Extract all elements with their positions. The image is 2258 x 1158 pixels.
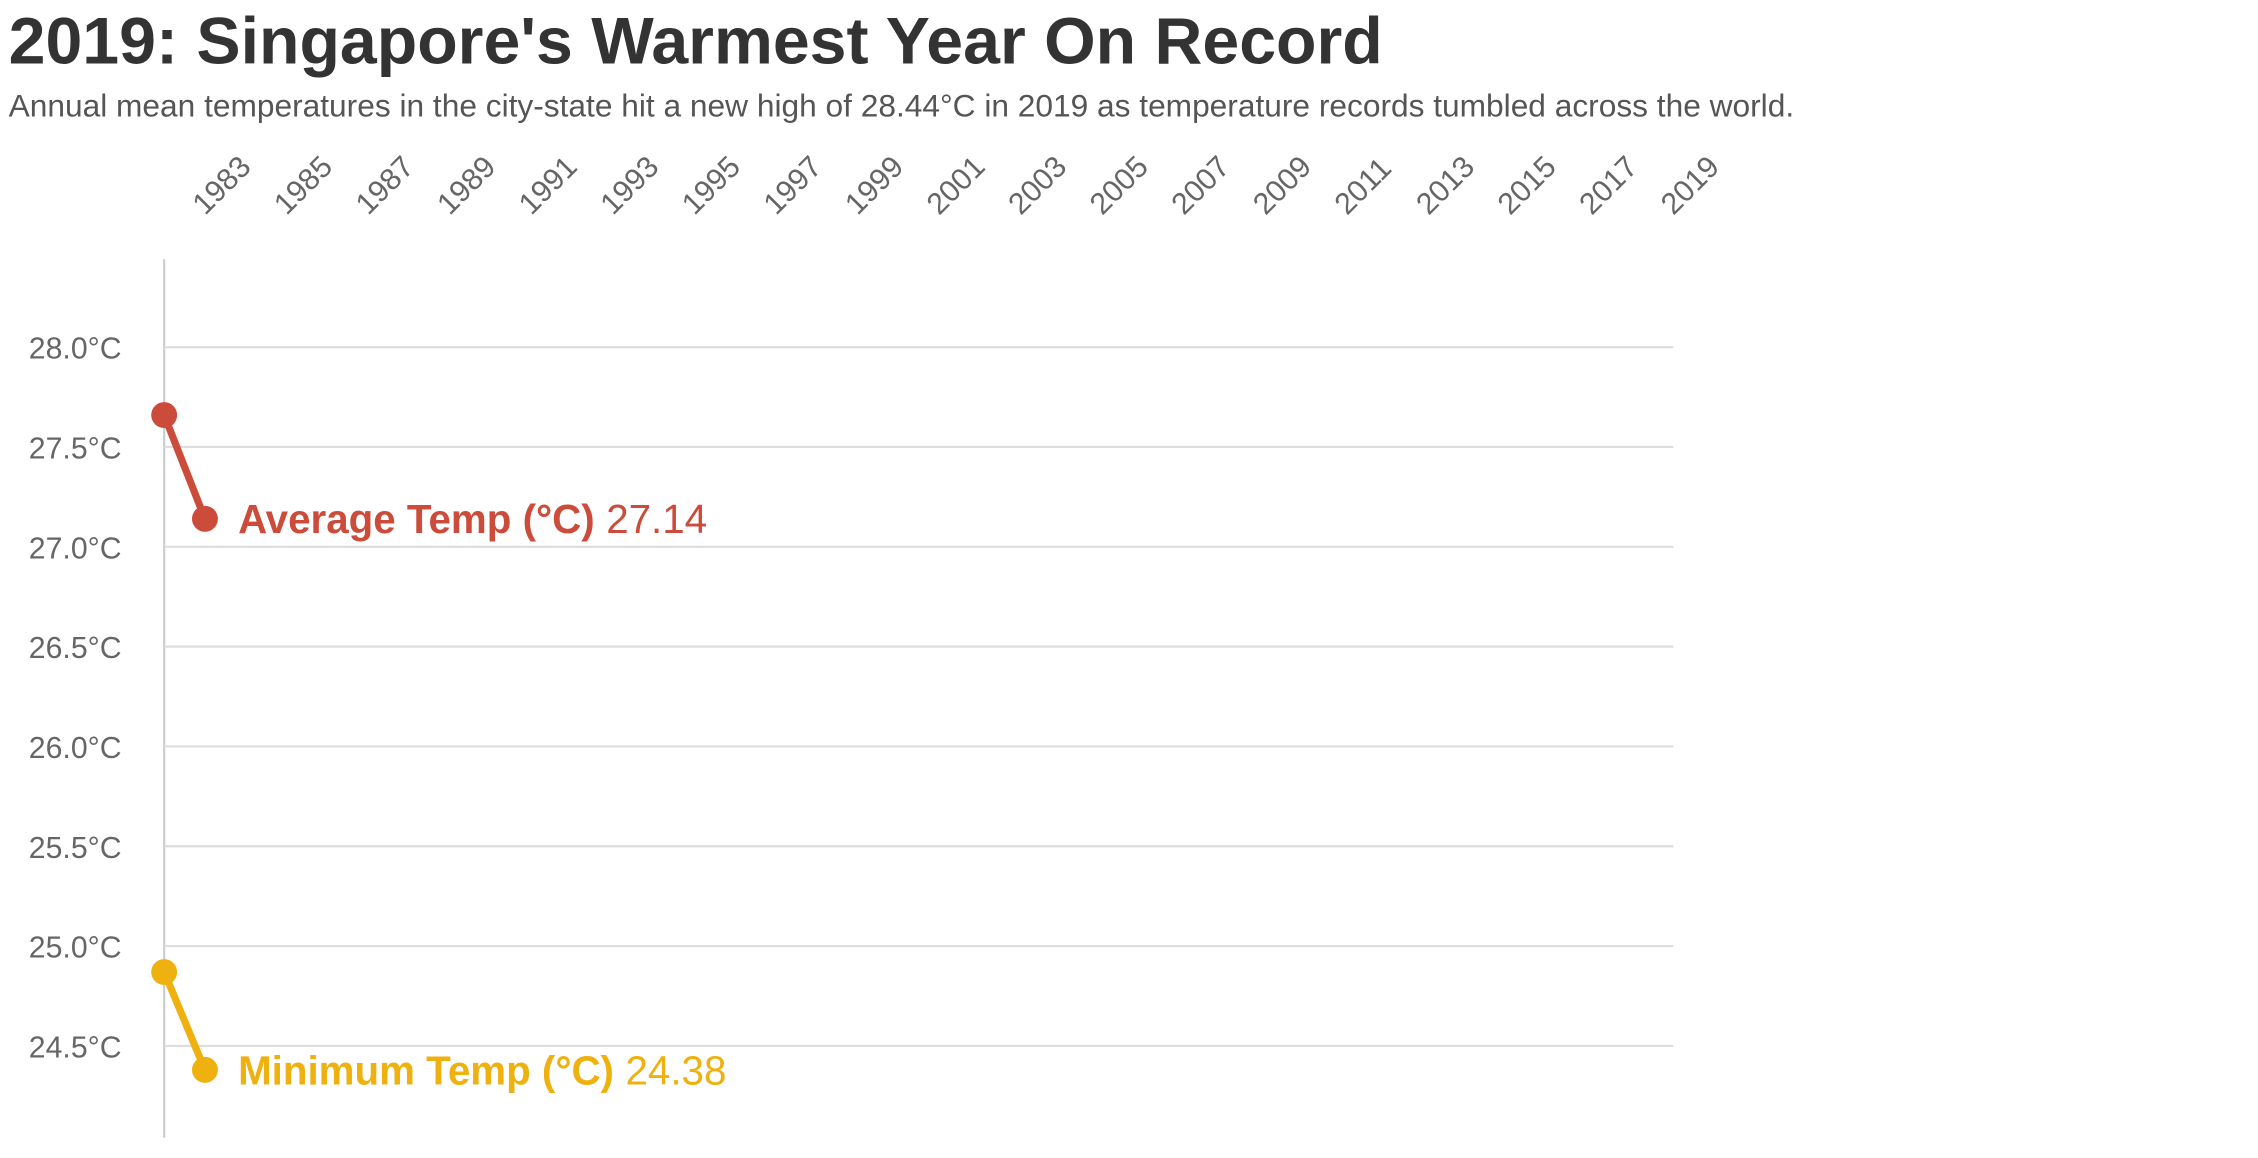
y-tick-label: 25.5°C bbox=[29, 832, 122, 865]
legend-label: Minimum Temp (°C) bbox=[238, 1047, 614, 1093]
x-tick-label: 2007 bbox=[1165, 150, 1236, 221]
x-tick-label: 2013 bbox=[1410, 150, 1481, 221]
end-label: Average Temp (°C) 27.14 bbox=[238, 496, 707, 542]
x-tick-label: 2015 bbox=[1492, 150, 1563, 221]
y-tick-label: 25.0°C bbox=[29, 932, 122, 965]
chart-subtitle: Annual mean temperatures in the city-sta… bbox=[9, 88, 1795, 124]
x-tick-label: 2017 bbox=[1573, 150, 1644, 221]
x-tick-label: 1995 bbox=[676, 150, 747, 221]
series-line bbox=[160, 413, 209, 521]
x-tick-label: 2009 bbox=[1247, 150, 1318, 221]
x-tick-label: 1987 bbox=[350, 150, 421, 221]
x-tick-label: 2011 bbox=[1329, 152, 1398, 221]
chart-title: 2019: Singapore's Warmest Year On Record bbox=[9, 4, 1383, 78]
x-tick-label: 2005 bbox=[1084, 150, 1155, 221]
x-tick-label: 1997 bbox=[758, 150, 829, 221]
end-label: Minimum Temp (°C) 24.38 bbox=[238, 1047, 726, 1093]
x-tick-label: 1989 bbox=[431, 150, 502, 221]
x-tick-label: 1985 bbox=[268, 150, 339, 221]
y-tick-label: 28.0°C bbox=[29, 333, 122, 366]
y-tick-label: 27.0°C bbox=[29, 532, 122, 565]
x-tick-label: 2001 bbox=[921, 150, 992, 221]
point bbox=[191, 1056, 218, 1083]
data-label: 24.38 bbox=[626, 1047, 727, 1093]
x-tick-label: 2003 bbox=[1002, 150, 1073, 221]
legend-label: Average Temp (°C) bbox=[238, 496, 595, 542]
data-label: 27.14 bbox=[606, 496, 707, 542]
x-tick-label: 1983 bbox=[187, 150, 258, 221]
y-tick-label: 24.5°C bbox=[29, 1031, 122, 1064]
y-tick-label: 26.0°C bbox=[29, 732, 122, 765]
point bbox=[191, 505, 218, 532]
x-tick-label: 2019 bbox=[1655, 150, 1726, 221]
x-tick-label: 1993 bbox=[594, 150, 665, 221]
y-tick-label: 27.5°C bbox=[29, 432, 122, 465]
point bbox=[151, 959, 178, 985]
series-line bbox=[160, 970, 209, 1072]
x-tick-label: 1991 bbox=[513, 150, 584, 221]
point bbox=[151, 402, 178, 428]
y-tick-label: 26.5°C bbox=[29, 632, 122, 665]
x-tick-label: 1999 bbox=[839, 150, 910, 221]
